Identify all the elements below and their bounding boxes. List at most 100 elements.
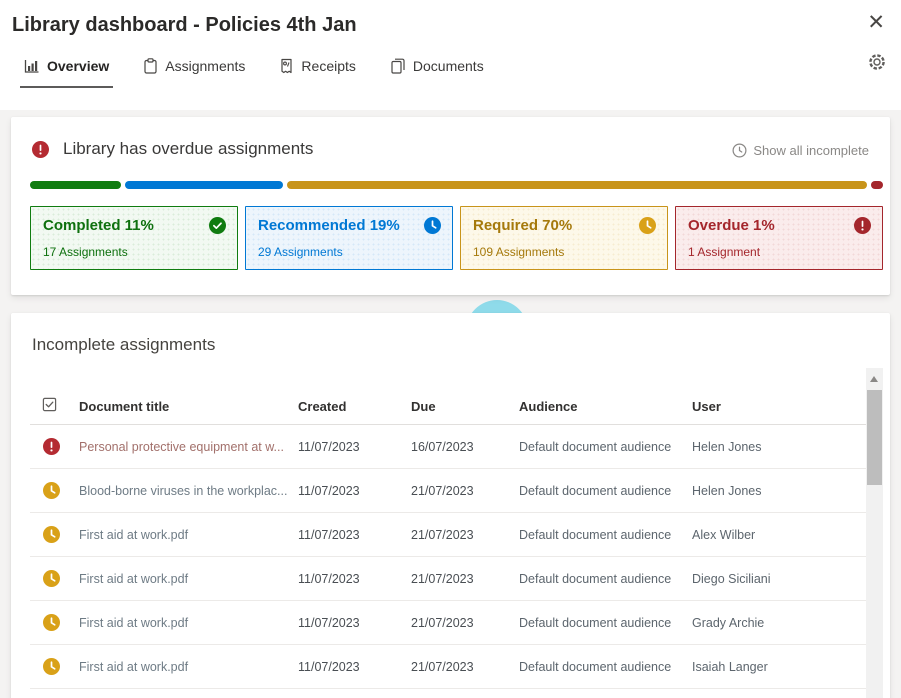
- stat-card-overdue[interactable]: Overdue 1% 1 Assignment: [675, 206, 883, 270]
- column-header-document-title[interactable]: Document title: [79, 399, 170, 414]
- alert-circle-icon: [32, 140, 49, 158]
- stat-completed-count: 17 Assignments: [43, 245, 128, 259]
- section-heading: Incomplete assignments: [32, 335, 216, 354]
- created-date: 11/07/2023: [298, 484, 360, 498]
- stat-completed-title: Completed 11%: [43, 217, 154, 234]
- row-status-icon: [43, 526, 61, 544]
- progress-segment-completed: [30, 181, 122, 189]
- table-row[interactable]: First aid at work.pdf 11/07/2023 21/07/2…: [30, 645, 875, 689]
- row-status-icon: [43, 482, 61, 500]
- banner-message: Library has overdue assignments: [63, 139, 314, 158]
- table-row[interactable]: First aid at work.pdf 11/07/2023 21/07/2…: [30, 513, 875, 557]
- tab-bar: Overview Assignments Receipts: [19, 58, 484, 88]
- show-all-incomplete-label: Show all incomplete: [753, 143, 869, 158]
- stat-card-completed[interactable]: Completed 11% 17 Assignments: [30, 206, 238, 270]
- stat-card-recommended[interactable]: Recommended 19% 29 Assignments: [245, 206, 453, 270]
- progress-segment-overdue: [871, 181, 883, 189]
- incomplete-assignments-card: Incomplete assignments Document title Cr…: [11, 313, 890, 698]
- stat-required-count: 109 Assignments: [473, 245, 565, 259]
- documents-icon: [391, 58, 405, 74]
- scrollbar-thumb[interactable]: [867, 390, 882, 485]
- column-header-created[interactable]: Created: [298, 399, 347, 414]
- alert-circle-icon: [854, 217, 871, 234]
- due-date: 21/07/2023: [411, 528, 474, 542]
- pending-clock-icon: [43, 526, 60, 543]
- document-title: Personal protective equipment at w...: [79, 440, 284, 454]
- pending-clock-icon: [43, 614, 60, 631]
- due-date: 16/07/2023: [411, 440, 474, 454]
- scrollbar[interactable]: [866, 368, 883, 698]
- created-date: 11/07/2023: [298, 616, 360, 630]
- table-row[interactable]: Personal protective equipment at w... 11…: [30, 425, 875, 469]
- stat-overdue-count: 1 Assignment: [688, 245, 761, 259]
- user-name: Grady Archie: [692, 616, 765, 630]
- created-date: 11/07/2023: [298, 572, 360, 586]
- created-date: 11/07/2023: [298, 528, 360, 542]
- stat-recommended-count: 29 Assignments: [258, 245, 343, 259]
- progress-segment-recommended: [125, 181, 283, 189]
- tab-assignments-label: Assignments: [165, 58, 246, 74]
- tab-assignments[interactable]: Assignments: [143, 58, 245, 88]
- due-date: 21/07/2023: [411, 572, 474, 586]
- stat-card-required[interactable]: Required 70% 109 Assignments: [460, 206, 668, 270]
- progress-segment-required: [286, 181, 867, 189]
- stat-required-title: Required 70%: [473, 217, 573, 234]
- row-status-icon: [43, 570, 61, 588]
- user-name: Helen Jones: [692, 440, 762, 454]
- pending-clock-icon: [43, 570, 60, 587]
- column-header-audience[interactable]: Audience: [519, 399, 578, 414]
- pending-clock-icon: [43, 482, 60, 499]
- select-all-checkbox[interactable]: [42, 397, 57, 412]
- clock-icon: [732, 143, 747, 158]
- audience: Default document audience: [519, 440, 672, 454]
- document-title: Blood-borne viruses in the workplac...: [79, 484, 288, 498]
- document-title: First aid at work.pdf: [79, 572, 189, 586]
- row-status-icon: [43, 658, 61, 676]
- document-title: First aid at work.pdf: [79, 660, 189, 674]
- user-name: Isaiah Langer: [692, 660, 768, 674]
- clock-icon: [639, 217, 656, 234]
- scrollbar-up-arrow-icon[interactable]: [870, 376, 878, 382]
- table-row[interactable]: Blood-borne viruses in the workplac... 1…: [30, 469, 875, 513]
- tab-receipts[interactable]: Receipts: [279, 58, 356, 88]
- table-row[interactable]: First aid at work.pdf 11/07/2023 21/07/2…: [30, 557, 875, 601]
- table-row[interactable]: First aid at work.pdf 11/07/2023 21/07/2…: [30, 601, 875, 645]
- tab-receipts-label: Receipts: [301, 58, 356, 74]
- tab-documents[interactable]: Documents: [390, 58, 484, 88]
- row-status-icon: [43, 614, 61, 632]
- close-icon[interactable]: ✕: [867, 11, 885, 34]
- audience: Default document audience: [519, 484, 672, 498]
- page-title: Library dashboard - Policies 4th Jan: [12, 14, 357, 36]
- user-name: Alex Wilber: [692, 528, 756, 542]
- overdue-alert-icon: [43, 438, 60, 455]
- stat-cards: Completed 11% 17 Assignments Recommended…: [30, 206, 883, 270]
- due-date: 21/07/2023: [411, 484, 474, 498]
- tab-documents-label: Documents: [412, 58, 484, 74]
- stat-recommended-title: Recommended 19%: [258, 217, 400, 234]
- audience: Default document audience: [519, 616, 672, 630]
- pending-clock-icon: [43, 658, 60, 675]
- settings-gear-icon[interactable]: [867, 52, 891, 76]
- due-date: 21/07/2023: [411, 616, 474, 630]
- created-date: 11/07/2023: [298, 440, 360, 454]
- table-header-row: Document title Created Due Audience User: [30, 393, 875, 425]
- show-all-incomplete-button[interactable]: Show all incomplete: [732, 143, 869, 158]
- column-header-due[interactable]: Due: [411, 399, 436, 414]
- table-body: Personal protective equipment at w... 11…: [30, 425, 875, 689]
- assignments-table: Document title Created Due Audience User…: [30, 393, 875, 689]
- receipt-icon: [281, 58, 293, 74]
- user-name: Helen Jones: [692, 484, 762, 498]
- user-name: Diego Siciliani: [692, 572, 771, 586]
- progress-bar: [30, 181, 883, 189]
- created-date: 11/07/2023: [298, 660, 360, 674]
- tab-overview[interactable]: Overview: [19, 58, 114, 88]
- clipboard-icon: [144, 58, 157, 74]
- bar-chart-icon: [24, 60, 39, 73]
- due-date: 21/07/2023: [411, 660, 474, 674]
- document-title: First aid at work.pdf: [79, 616, 189, 630]
- column-header-user[interactable]: User: [692, 399, 721, 414]
- audience: Default document audience: [519, 572, 672, 586]
- check-circle-icon: [209, 217, 226, 234]
- row-status-icon: [43, 438, 61, 456]
